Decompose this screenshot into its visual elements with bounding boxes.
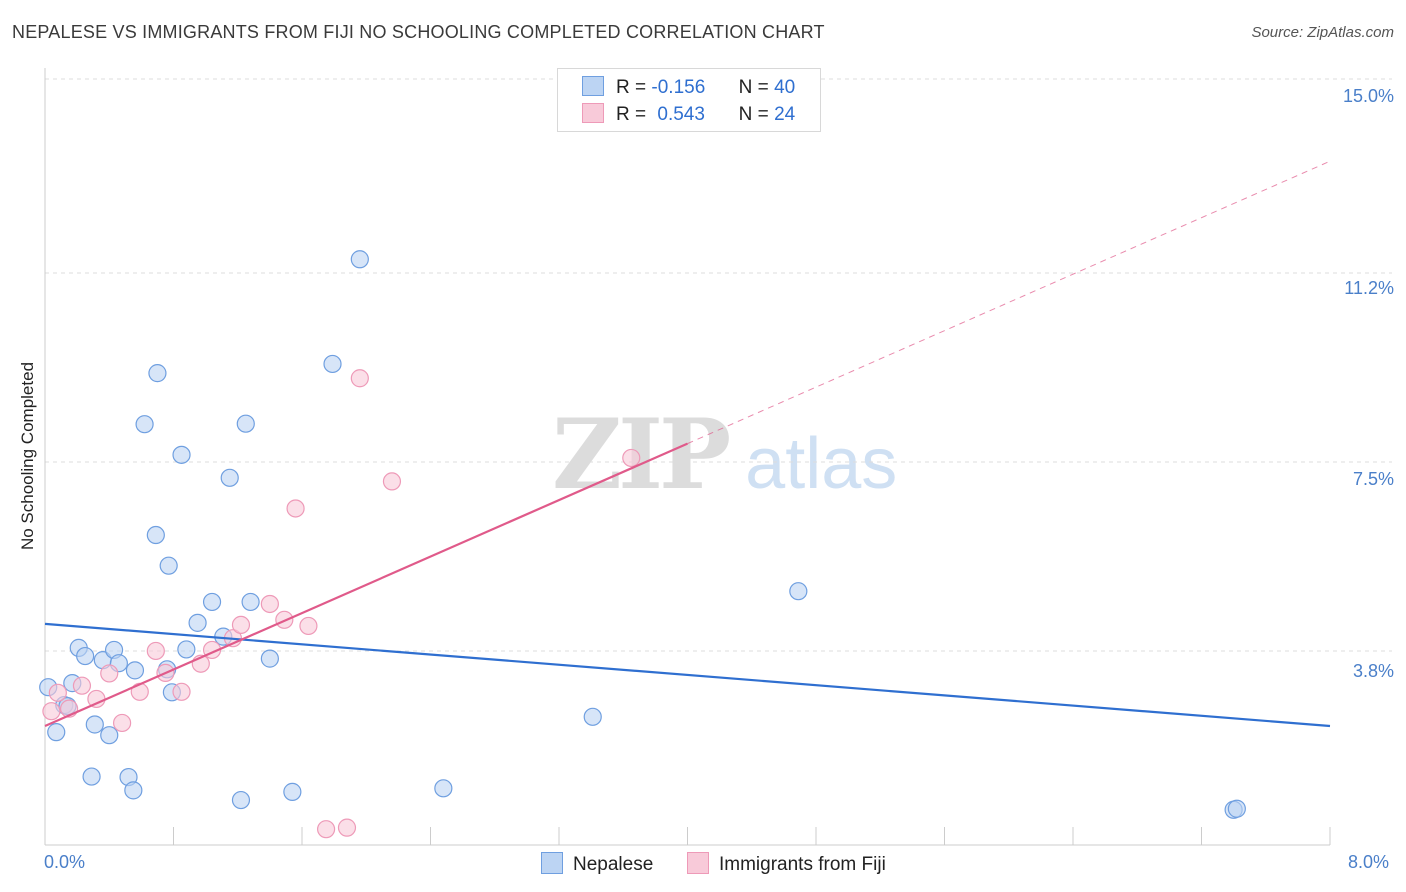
legend-swatch-nepalese xyxy=(582,76,604,96)
legend-r-label: R = xyxy=(616,104,647,125)
nepalese-point xyxy=(159,556,178,575)
chart-title: NEPALESE VS IMMIGRANTS FROM FIJI NO SCHO… xyxy=(12,22,825,42)
watermark: ZIP atlas xyxy=(552,398,897,511)
fiji-point xyxy=(48,683,67,702)
bottom-legend-swatch-fiji xyxy=(687,852,709,874)
y-tick-label: 3.8% xyxy=(1352,661,1394,681)
nepalese-point xyxy=(177,640,196,659)
x-tick-label: 8.0% xyxy=(1348,852,1390,872)
nepalese-point xyxy=(231,790,251,810)
fiji-point xyxy=(231,615,251,635)
nepalese-point xyxy=(236,414,255,433)
legend-r-value: -0.156 xyxy=(651,77,706,98)
nepalese-point xyxy=(172,445,191,464)
fiji-point xyxy=(299,616,318,636)
legend: R = -0.156 N = 40 R = 0.543 N = 24 xyxy=(557,68,821,132)
y-tick-label: 11.2% xyxy=(1344,278,1394,298)
fiji-point xyxy=(382,472,402,491)
legend-r-value: 0.543 xyxy=(657,104,705,125)
legend-n-label: N = xyxy=(738,104,769,125)
nepalese-point xyxy=(434,779,453,798)
source-label: Source: ZipAtlas.com xyxy=(1251,24,1394,41)
nepalese-point xyxy=(47,723,66,742)
bottom-legend-label: Nepalese xyxy=(573,854,654,875)
fiji-point xyxy=(146,641,165,661)
legend-r-label: R = xyxy=(616,77,647,98)
fiji-point xyxy=(100,664,119,683)
legend-n-value: 24 xyxy=(774,104,796,125)
nepalese-point xyxy=(82,767,101,786)
nepalese-point xyxy=(583,707,602,726)
nepalese-point xyxy=(241,592,260,612)
legend-row-fiji: R = 0.543 N = 24 xyxy=(582,103,795,126)
fiji-point xyxy=(316,820,336,839)
nepalese-point xyxy=(1227,799,1246,818)
nepalese-point xyxy=(100,726,119,745)
fiji-point xyxy=(42,702,61,721)
nepalese-point xyxy=(323,354,342,374)
legend-row-nepalese: R = -0.156 N = 40 xyxy=(582,76,795,99)
nepalese-point xyxy=(283,782,302,801)
nepalese-point xyxy=(188,613,207,632)
nepalese-point xyxy=(146,525,165,545)
bottom-legend-fiji: Immigrants from Fiji xyxy=(687,852,886,876)
watermark-atlas: atlas xyxy=(745,424,898,504)
legend-n-value: 40 xyxy=(774,77,796,98)
nepalese-point xyxy=(260,649,279,668)
bottom-legend-nepalese: Nepalese xyxy=(541,852,653,876)
fiji-point xyxy=(622,448,641,468)
fiji-trend-line-extension xyxy=(687,160,1331,445)
bottom-legend-label: Immigrants from Fiji xyxy=(719,854,886,875)
y-axis-label: No Schooling Completed xyxy=(18,361,37,551)
nepalese-point xyxy=(202,592,222,612)
nepalese-point xyxy=(220,468,239,487)
fiji-point xyxy=(350,369,369,388)
nepalese-point xyxy=(148,364,167,383)
nepalese-point xyxy=(789,582,808,601)
fiji-point xyxy=(286,499,305,518)
nepalese-point xyxy=(85,715,104,734)
nepalese-point xyxy=(125,661,145,680)
y-tick-label: 15.0% xyxy=(1342,86,1394,106)
legend-swatch-fiji xyxy=(582,103,604,123)
fiji-point xyxy=(337,818,357,837)
fiji-point xyxy=(112,713,132,733)
bottom-legend-swatch-nepalese xyxy=(541,852,563,874)
nepalese-point xyxy=(350,250,369,269)
watermark-zip: ZIP xyxy=(552,398,731,511)
fiji-point xyxy=(72,676,92,695)
nepalese-point xyxy=(124,781,143,800)
fiji-point xyxy=(260,594,279,614)
y-tick-label: 7.5% xyxy=(1352,469,1394,489)
x-tick-label: 0.0% xyxy=(44,852,86,872)
fiji-point xyxy=(172,682,191,701)
nepalese-point xyxy=(135,415,154,434)
nepalese-point xyxy=(76,646,95,666)
fiji-trend-line xyxy=(44,442,688,728)
nepalese-trend-line xyxy=(44,622,1331,728)
legend-n-label: N = xyxy=(738,77,769,98)
